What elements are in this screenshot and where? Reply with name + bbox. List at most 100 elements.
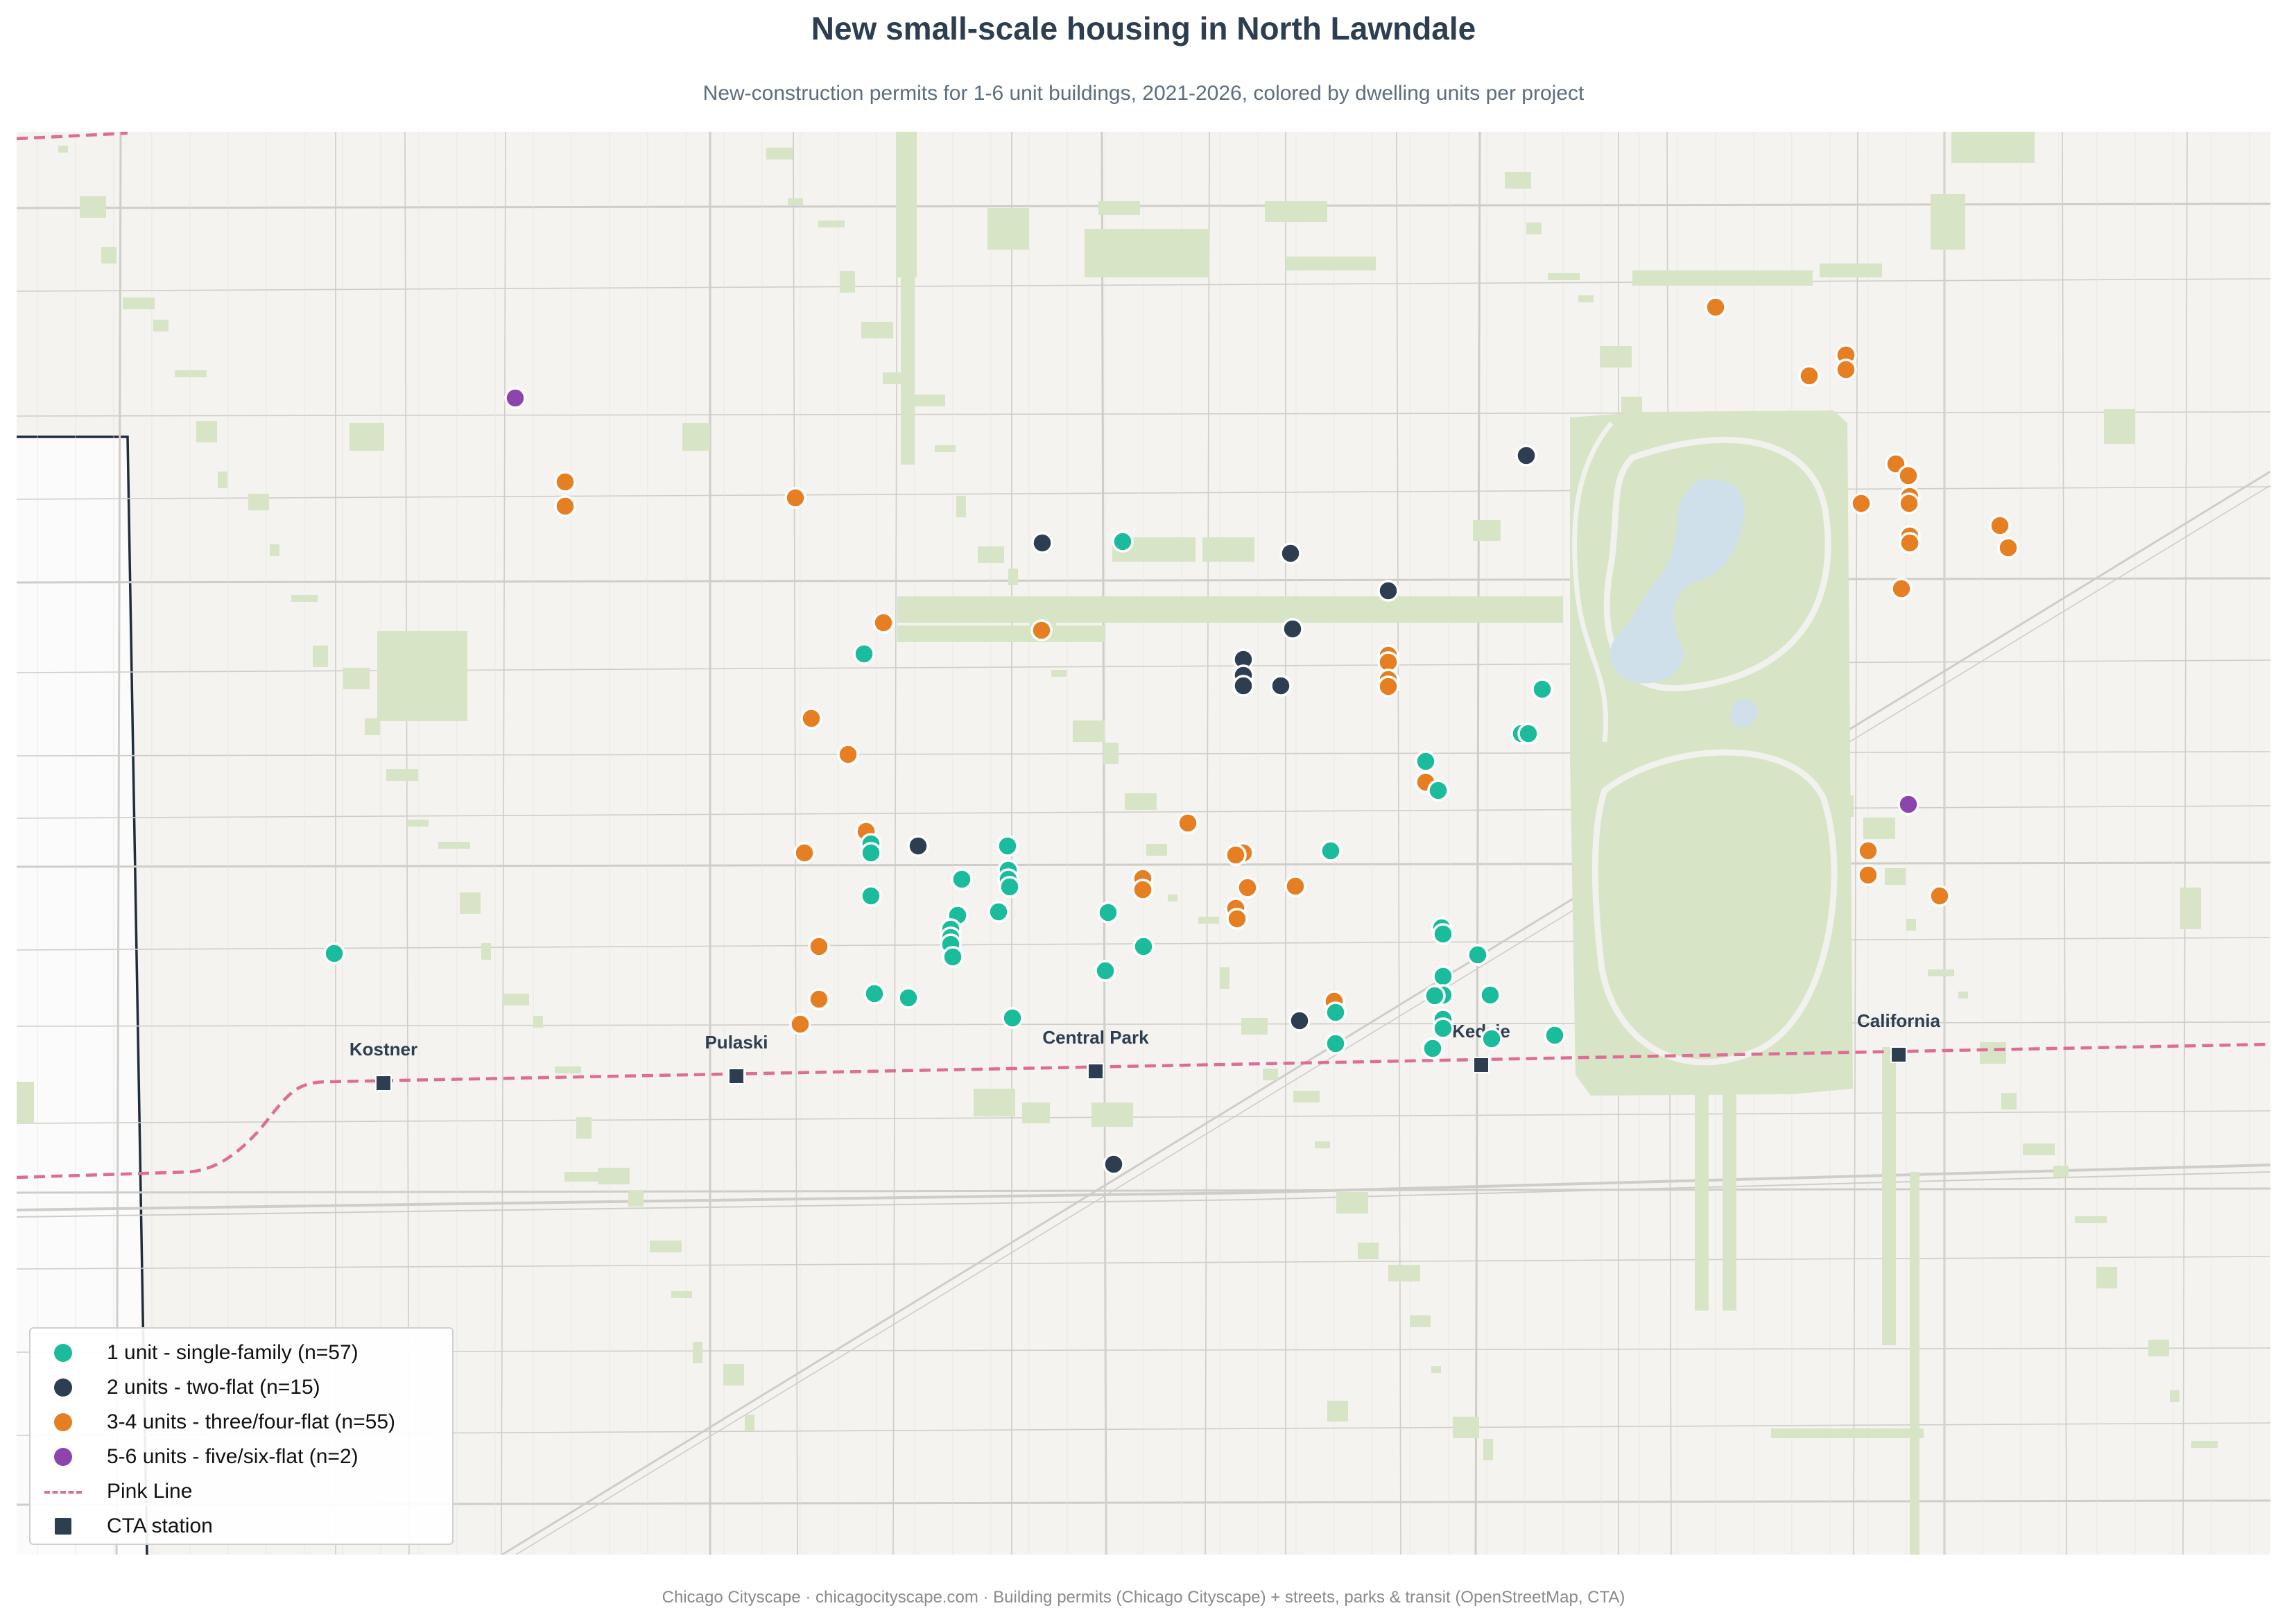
- permit-point[interactable]: [1236, 876, 1259, 899]
- permit-point[interactable]: [1899, 532, 1921, 554]
- map-canvas[interactable]: Kostner Pulaski Central Park Kedzie Californ…: [17, 132, 2270, 1555]
- permit-point[interactable]: [1103, 1153, 1125, 1175]
- permit-point[interactable]: [853, 643, 875, 665]
- permit-point[interactable]: [1377, 675, 1399, 698]
- permit-point[interactable]: [1705, 296, 1727, 318]
- green-lot: [1453, 1417, 1479, 1438]
- permit-point[interactable]: [1515, 444, 1537, 467]
- permit-point[interactable]: [1226, 908, 1248, 930]
- permit-point[interactable]: [800, 707, 822, 729]
- park-lot: [1951, 132, 2035, 163]
- diagonal-rail: [515, 485, 2270, 1555]
- permit-point[interactable]: [1424, 985, 1446, 1007]
- permit-point[interactable]: [1112, 530, 1134, 553]
- permit-point[interactable]: [996, 835, 1019, 857]
- permit-point[interactable]: [1422, 1037, 1444, 1060]
- cta-station-marker[interactable]: [1087, 1063, 1104, 1080]
- permit-point[interactable]: [1531, 678, 1553, 700]
- permit-point[interactable]: [504, 387, 526, 409]
- permit-point[interactable]: [1094, 960, 1116, 982]
- permit-point[interactable]: [999, 876, 1021, 898]
- permit-point[interactable]: [1427, 779, 1449, 802]
- legend-circle-swatch: [54, 1344, 72, 1362]
- permit-point[interactable]: [1997, 537, 2019, 559]
- boundary-line: [17, 435, 148, 1555]
- permit-point[interactable]: [1225, 844, 1247, 866]
- permit-point[interactable]: [1798, 365, 1820, 387]
- permit-point[interactable]: [1288, 1010, 1311, 1032]
- park-lot: [377, 631, 467, 721]
- cta-station-marker[interactable]: [1890, 1046, 1907, 1063]
- permit-point[interactable]: [1177, 812, 1199, 834]
- permit-point[interactable]: [1850, 492, 1872, 515]
- permit-point[interactable]: [1097, 901, 1119, 924]
- map-title: New small-scale housing in North Lawndal…: [811, 10, 1476, 46]
- permit-point[interactable]: [907, 835, 929, 857]
- permit-point[interactable]: [1031, 532, 1053, 554]
- highway: [17, 1164, 2270, 1211]
- permit-point[interactable]: [554, 471, 576, 493]
- permit-point[interactable]: [323, 942, 345, 965]
- permit-point[interactable]: [951, 868, 973, 890]
- permit-point[interactable]: [1320, 840, 1342, 862]
- permit-point[interactable]: [1132, 935, 1155, 958]
- permit-point[interactable]: [1281, 618, 1304, 640]
- station-label: Kostner: [349, 1039, 417, 1060]
- park-lot: [1022, 1103, 1050, 1123]
- permit-point[interactable]: [1467, 944, 1489, 966]
- permit-point[interactable]: [1030, 619, 1053, 641]
- permit-point[interactable]: [1517, 723, 1539, 745]
- permit-point[interactable]: [1479, 984, 1501, 1006]
- permit-point[interactable]: [837, 743, 859, 766]
- permit-point[interactable]: [1544, 1024, 1566, 1046]
- permit-point[interactable]: [860, 885, 882, 907]
- permit-point[interactable]: [1432, 1017, 1454, 1039]
- permit-point[interactable]: [872, 612, 895, 634]
- permit-point[interactable]: [793, 842, 815, 864]
- permit-point[interactable]: [1232, 675, 1254, 697]
- permit-point[interactable]: [1432, 965, 1454, 987]
- permit-point[interactable]: [789, 1013, 811, 1035]
- permit-point[interactable]: [1989, 515, 2011, 537]
- permit-point[interactable]: [863, 983, 886, 1005]
- permit-point[interactable]: [897, 987, 920, 1009]
- permit-point[interactable]: [1857, 840, 1879, 862]
- permit-point[interactable]: [1279, 542, 1302, 564]
- green-lot: [1336, 1192, 1368, 1213]
- permit-point[interactable]: [1898, 492, 1920, 515]
- permit-point[interactable]: [1857, 864, 1879, 886]
- legend-label: 3-4 units - three/four-flat (n=55): [107, 1410, 396, 1433]
- permit-point[interactable]: [860, 842, 882, 864]
- permit-point[interactable]: [1324, 1033, 1347, 1055]
- permit-point[interactable]: [1897, 465, 1919, 487]
- permit-point[interactable]: [987, 901, 1010, 923]
- permit-point[interactable]: [1835, 359, 1857, 381]
- cta-station-marker[interactable]: [1473, 1057, 1490, 1073]
- permit-point[interactable]: [1928, 885, 1951, 907]
- permit-point[interactable]: [1284, 875, 1306, 897]
- park-lot: [1265, 201, 1327, 222]
- cta-station-marker[interactable]: [375, 1075, 392, 1091]
- permit-point[interactable]: [1481, 1028, 1503, 1050]
- permit-point[interactable]: [1270, 675, 1292, 697]
- green-lot: [723, 1364, 744, 1385]
- permit-point[interactable]: [1324, 1001, 1347, 1023]
- permit-point[interactable]: [1432, 923, 1454, 945]
- green-lot: [766, 148, 793, 159]
- permit-point[interactable]: [1377, 580, 1399, 602]
- cta-station-marker[interactable]: [728, 1068, 745, 1085]
- park-lot: [1327, 1401, 1348, 1422]
- permit-point[interactable]: [554, 495, 576, 517]
- permit-point[interactable]: [784, 487, 806, 509]
- green-lot: [123, 297, 155, 309]
- permit-point[interactable]: [942, 946, 964, 968]
- green-lot: [1958, 992, 1968, 999]
- permit-point[interactable]: [1890, 578, 1913, 600]
- permit-point[interactable]: [1897, 793, 1919, 815]
- street: [2062, 132, 2067, 1555]
- permit-point[interactable]: [1415, 750, 1437, 772]
- permit-point[interactable]: [808, 988, 830, 1010]
- permit-point[interactable]: [1001, 1007, 1024, 1029]
- permit-point[interactable]: [1132, 879, 1154, 901]
- permit-point[interactable]: [808, 935, 830, 958]
